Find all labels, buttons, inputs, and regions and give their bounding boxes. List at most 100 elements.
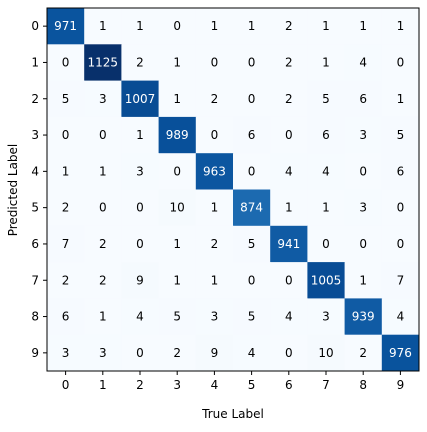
cell-value-r4-c5: 0: [248, 164, 256, 178]
x-tick-label-9: 9: [397, 378, 405, 392]
heatmap-cell-r2-c9: [381, 80, 420, 118]
cell-value-r3-c9: 5: [397, 128, 405, 142]
cell-value-r7-c0: 2: [62, 273, 70, 287]
y-tick-label-6: 6: [31, 237, 39, 251]
heatmap-cell-r9-c2: [121, 334, 160, 372]
cell-value-r6-c0: 7: [62, 237, 70, 251]
x-tick-label-8: 8: [359, 378, 367, 392]
cell-value-r0-c9: 1: [397, 19, 405, 33]
heatmap-cell-r9-c7: [307, 334, 346, 372]
cell-value-r0-c7: 1: [322, 19, 330, 33]
heatmap-cell-r4-c1: [84, 153, 122, 190]
cell-value-r4-c1: 1: [99, 164, 107, 178]
heatmap-cell-r0-c2: [121, 8, 160, 45]
heatmap-cell-r8-c7: [307, 298, 346, 336]
cell-value-r4-c6: 4: [285, 164, 293, 178]
cell-value-r5-c7: 1: [322, 201, 330, 215]
heatmap-cell-r5-c5: [233, 189, 271, 227]
cell-value-r7-c6: 0: [285, 273, 293, 287]
heatmap-cell-r1-c1: [84, 44, 122, 82]
heatmap-cell-r8-c9: [381, 298, 420, 336]
cell-value-r6-c8: 0: [359, 237, 367, 251]
heatmap-cell-r8-c2: [121, 298, 160, 336]
cell-value-r9-c6: 0: [285, 346, 293, 360]
cell-value-r9-c4: 9: [211, 346, 219, 360]
heatmap-cell-r6-c1: [84, 225, 122, 263]
x-tick-label-2: 2: [136, 378, 144, 392]
cell-value-r7-c2: 9: [136, 273, 144, 287]
cell-value-r0-c1: 1: [99, 19, 107, 33]
cell-value-r5-c6: 1: [285, 201, 293, 215]
cell-value-r2-c0: 5: [62, 92, 70, 106]
x-tick-label-3: 3: [173, 378, 181, 392]
heatmap-cell-r9-c8: [344, 334, 383, 372]
cell-value-r6-c7: 0: [322, 237, 330, 251]
cell-value-r0-c6: 2: [285, 19, 293, 33]
cell-value-r3-c5: 6: [248, 128, 256, 142]
heatmap-cell-r7-c9: [381, 262, 420, 299]
heatmap-cell-r6-c0: [47, 225, 85, 263]
cell-value-r8-c1: 1: [99, 310, 107, 324]
heatmap-cell-r3-c7: [307, 116, 346, 154]
heatmap-cell-r7-c8: [344, 262, 383, 299]
cell-value-r6-c5: 5: [248, 237, 256, 251]
heatmap-cell-r2-c6: [270, 80, 308, 118]
cell-value-r1-c6: 2: [285, 55, 293, 69]
heatmap-cell-r3-c5: [233, 116, 271, 154]
cell-value-r8-c7: 3: [322, 310, 330, 324]
y-tick-label-9: 9: [31, 346, 39, 360]
cell-value-r8-c8: 939: [352, 310, 375, 324]
cell-value-r5-c5: 874: [240, 201, 263, 215]
heatmap-cell-r4-c9: [381, 153, 420, 190]
y-tick-label-1: 1: [31, 55, 39, 69]
heatmap-cell-r7-c5: [233, 262, 271, 299]
heatmap-cell-r6-c3: [158, 225, 197, 263]
x-tick-label-4: 4: [211, 378, 219, 392]
cell-value-r7-c4: 1: [211, 273, 219, 287]
cell-value-r8-c2: 4: [136, 310, 144, 324]
y-tick-label-4: 4: [31, 164, 39, 178]
cell-value-r2-c9: 1: [397, 92, 405, 106]
cell-value-r3-c1: 0: [99, 128, 107, 142]
cell-value-r2-c1: 3: [99, 92, 107, 106]
heatmap-cell-r1-c8: [344, 44, 383, 82]
cell-value-r6-c6: 941: [277, 237, 300, 251]
cell-value-r9-c9: 976: [389, 346, 412, 360]
cell-value-r5-c3: 10: [170, 201, 185, 215]
heatmap-cell-r6-c6: [270, 225, 308, 263]
cell-value-r0-c2: 1: [136, 19, 144, 33]
heatmap-cell-r4-c3: [158, 153, 197, 190]
heatmap-cell-r5-c6: [270, 189, 308, 227]
y-tick-label-0: 0: [31, 19, 39, 33]
heatmap-cell-r6-c9: [381, 225, 420, 263]
y-tick-label-8: 8: [31, 310, 39, 324]
cell-value-r1-c3: 1: [173, 55, 181, 69]
heatmap-cell-r5-c3: [158, 189, 197, 227]
cell-value-r2-c5: 0: [248, 92, 256, 106]
cell-value-r7-c5: 0: [248, 273, 256, 287]
cell-value-r2-c3: 1: [173, 92, 181, 106]
heatmap-cell-r2-c4: [195, 80, 234, 118]
heatmap-cell-r6-c7: [307, 225, 346, 263]
cell-value-r5-c9: 0: [397, 201, 405, 215]
heatmap-cell-r9-c1: [84, 334, 122, 372]
heatmap-cell-r9-c5: [233, 334, 271, 372]
x-tick-label-6: 6: [285, 378, 293, 392]
cell-value-r0-c0: 971: [54, 19, 77, 33]
heatmap-cell-r4-c4: [195, 153, 234, 190]
heatmap-cell-r2-c1: [84, 80, 122, 118]
y-tick-label-3: 3: [31, 128, 39, 142]
cell-value-r4-c8: 0: [359, 164, 367, 178]
heatmap-cell-r5-c0: [47, 189, 85, 227]
cell-value-r1-c9: 0: [397, 55, 405, 69]
cell-value-r9-c1: 3: [99, 346, 107, 360]
cell-value-r5-c1: 0: [99, 201, 107, 215]
heatmap-cell-r5-c7: [307, 189, 346, 227]
cell-value-r2-c4: 2: [211, 92, 219, 106]
cell-value-r8-c9: 4: [397, 310, 405, 324]
cell-value-r4-c9: 6: [397, 164, 405, 178]
heatmap-cell-r5-c2: [121, 189, 160, 227]
cell-value-r7-c1: 2: [99, 273, 107, 287]
heatmap-cell-r7-c2: [121, 262, 160, 299]
heatmap-cell-r9-c4: [195, 334, 234, 372]
